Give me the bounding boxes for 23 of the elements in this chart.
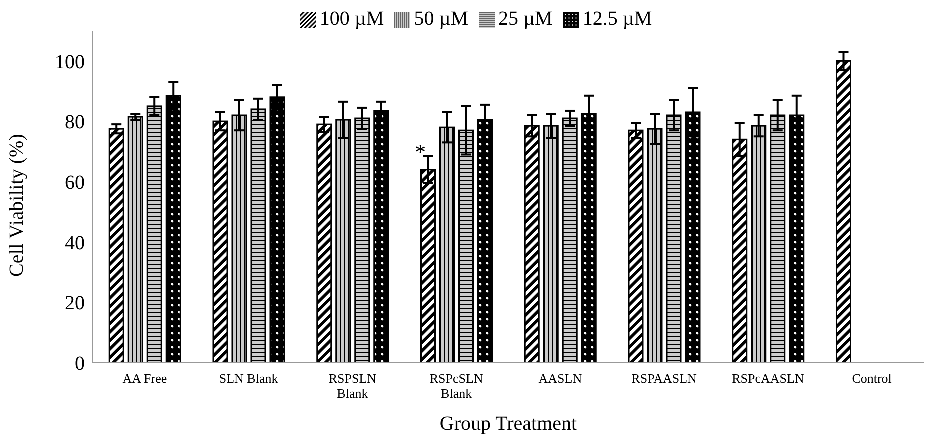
bar	[128, 116, 144, 363]
y-tick-label: 20	[65, 292, 85, 315]
x-tick-label: RSPcSLN Blank	[430, 371, 484, 401]
bar	[108, 128, 124, 363]
y-tick-label: 100	[55, 51, 85, 74]
y-tick-label: 0	[75, 353, 85, 376]
x-axis-title: Group Treatment	[440, 413, 578, 435]
x-tick-label: RSPSLN Blank	[328, 371, 378, 401]
x-tick-label: SLN Blank	[219, 371, 279, 386]
x-tick-label: RSPcAASLN	[732, 371, 805, 386]
x-tick-label: RSPAASLN	[632, 371, 698, 386]
x-tick-label: AA Free	[122, 371, 168, 386]
legend-label: 25 µM	[498, 8, 553, 30]
y-tick-label: 80	[65, 112, 85, 134]
y-tick-label: 40	[65, 232, 85, 254]
x-tick-label: Control	[852, 371, 892, 386]
y-axis-title: Cell Viability (%)	[6, 134, 28, 277]
y-tick-label: 60	[65, 172, 85, 194]
annotation: *	[415, 140, 426, 165]
legend-label: 50 µM	[414, 8, 468, 30]
legend-label: 100 µM	[320, 8, 384, 30]
x-tick-label: AASLN	[538, 371, 583, 386]
legend-label: 12.5 µM	[582, 8, 652, 30]
